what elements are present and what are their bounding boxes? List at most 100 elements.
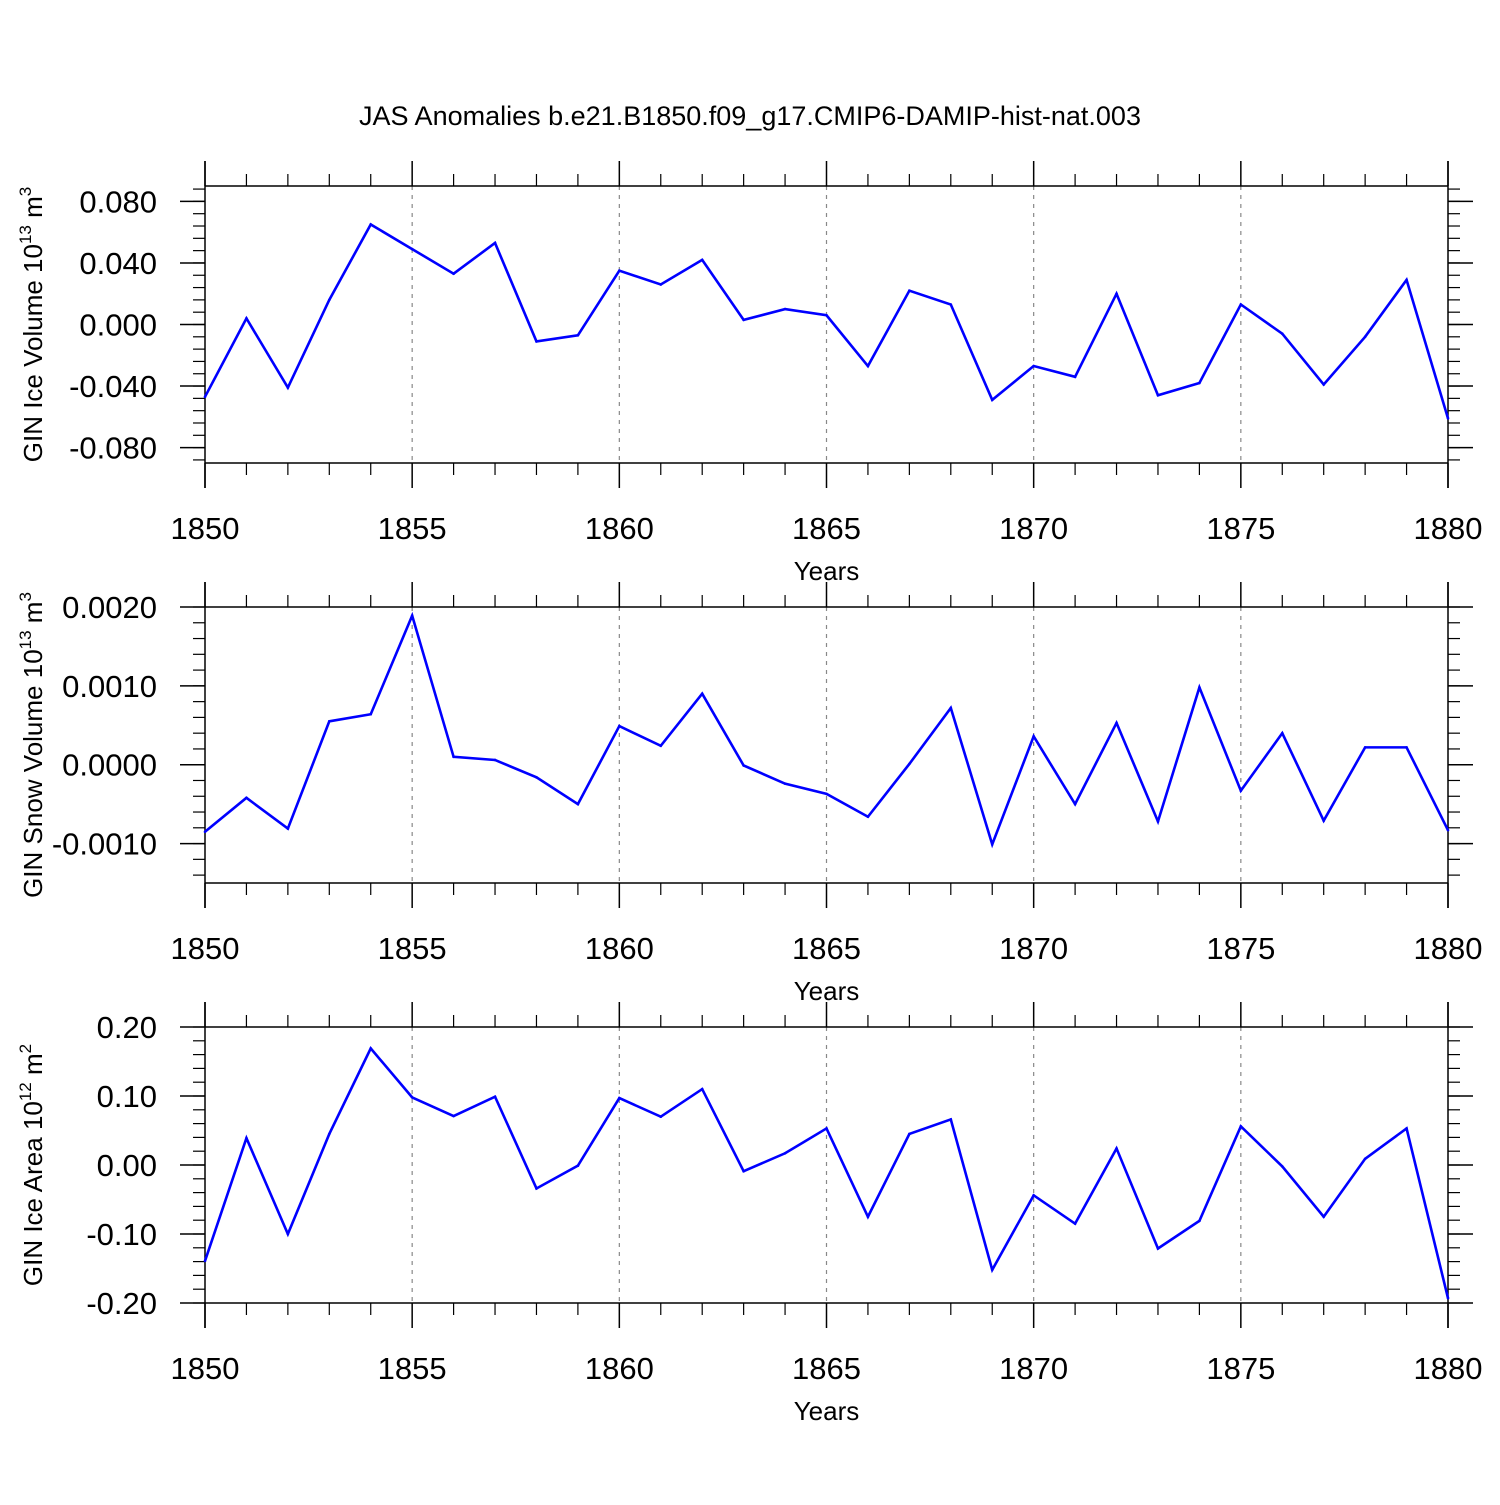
- data-point: [908, 762, 911, 766]
- data-point: [742, 318, 745, 322]
- y-axis-title-unit-exponent: 3: [16, 592, 35, 601]
- data-point: [659, 1115, 663, 1118]
- data-point: [1156, 393, 1160, 397]
- data-point: [618, 1096, 621, 1100]
- data-point: [1198, 686, 1201, 689]
- y-tick-label: 0.000: [79, 308, 157, 343]
- data-point: [1073, 802, 1077, 806]
- data-point: [1032, 364, 1035, 368]
- x-tick-label: 1875: [1206, 931, 1275, 966]
- data-point: [1198, 381, 1201, 385]
- y-tick-label: 0.00: [97, 1148, 157, 1183]
- data-point: [1156, 1247, 1160, 1250]
- data-point: [203, 1259, 207, 1263]
- data-point: [535, 776, 538, 779]
- y-axis-title-unit-exponent: 3: [16, 187, 35, 196]
- data-point: [1156, 820, 1160, 823]
- data-point: [825, 1127, 828, 1130]
- data-point: [1073, 1222, 1077, 1225]
- x-tick-label: 1880: [1414, 1351, 1483, 1386]
- y-tick-label: -0.20: [86, 1286, 157, 1321]
- y-axis-title-text: GIN Ice Area 10: [18, 1101, 48, 1286]
- y-tick-label: -0.0010: [52, 827, 157, 862]
- data-point: [949, 1118, 953, 1121]
- x-tick-label: 1850: [171, 1351, 240, 1386]
- data-point: [825, 313, 828, 317]
- data-point: [1073, 375, 1077, 379]
- y-axis-title-unit-exponent: 2: [16, 1044, 35, 1053]
- data-point: [452, 1114, 455, 1118]
- x-tick-label: 1875: [1206, 511, 1275, 546]
- data-point: [452, 272, 455, 276]
- data-point: [659, 744, 663, 748]
- y-tick-label: 0.20: [97, 1010, 157, 1045]
- data-point: [452, 755, 455, 759]
- data-point: [535, 1187, 538, 1190]
- data-point: [1280, 332, 1284, 336]
- figure-title: JAS Anomalies b.e21.B1850.f09_g17.CMIP6-…: [359, 101, 1141, 131]
- x-tick-label: 1865: [792, 931, 861, 966]
- data-point: [1115, 292, 1118, 296]
- data-point: [576, 802, 580, 806]
- panel-2: 1850 1855 1860 1865 1870 1875 1880 -0.0010 0.000…: [16, 582, 1482, 1006]
- data-point: [1446, 828, 1450, 832]
- data-point: [410, 247, 414, 251]
- x-tick-label: 1855: [378, 1351, 447, 1386]
- data-point: [990, 1268, 994, 1272]
- x-tick-label: 1860: [585, 1351, 654, 1386]
- data-point: [493, 758, 497, 762]
- y-axis-title-exponent: 13: [16, 225, 35, 244]
- data-point: [535, 340, 538, 343]
- data-point: [990, 398, 994, 402]
- data-point: [825, 792, 828, 796]
- data-point: [866, 364, 870, 368]
- data-point: [742, 764, 745, 767]
- panel-3: 1850 1855 1860 1865 1870 1875 1880 -0.20 -0.10 0.…: [16, 1002, 1482, 1426]
- y-axis-title-exponent: 12: [16, 1082, 35, 1101]
- data-point: [908, 1132, 911, 1136]
- data-point: [866, 815, 870, 819]
- data-point: [1239, 789, 1243, 793]
- data-point: [576, 333, 580, 337]
- data-point: [1198, 1219, 1201, 1223]
- data-point: [369, 223, 373, 226]
- series-line: [204, 611, 1450, 849]
- data-point: [1115, 721, 1118, 725]
- y-tick-label: 0.080: [79, 184, 157, 219]
- data-point: [1322, 1215, 1325, 1219]
- data-point: [1446, 417, 1450, 420]
- data-point: [618, 269, 621, 272]
- data-point: [286, 386, 290, 389]
- data-point: [1363, 746, 1367, 749]
- x-tick-label: 1880: [1414, 511, 1483, 546]
- data-point: [1280, 1165, 1284, 1168]
- y-tick-label: 0.10: [97, 1079, 157, 1114]
- y-tick-label: 0.040: [79, 246, 157, 281]
- y-axis-title-exponent: 13: [16, 630, 35, 649]
- y-axis-title: GIN Ice Volume 1013 m3: [16, 187, 48, 463]
- y-axis-title: GIN Snow Volume 1013 m3: [16, 592, 48, 898]
- data-point: [245, 1136, 248, 1140]
- y-tick-label: -0.10: [86, 1217, 157, 1252]
- y-tick-label: -0.040: [69, 369, 157, 404]
- data-point: [1239, 1125, 1243, 1128]
- data-point: [369, 1047, 373, 1050]
- data-point: [783, 782, 787, 785]
- data-point: [618, 724, 621, 728]
- data-point: [908, 289, 911, 292]
- x-tick-label: 1860: [585, 931, 654, 966]
- data-point: [286, 827, 290, 830]
- data-point: [410, 1096, 414, 1099]
- x-tick-label: 1870: [999, 931, 1068, 966]
- data-point: [990, 843, 994, 846]
- y-tick-label: -0.080: [69, 431, 157, 466]
- x-tick-label: 1875: [1206, 1351, 1275, 1386]
- x-tick-label: 1870: [999, 511, 1068, 546]
- data-point: [328, 1132, 331, 1136]
- y-tick-label: 0.0000: [62, 748, 157, 783]
- data-point: [1363, 335, 1367, 339]
- data-point: [493, 1095, 497, 1098]
- x-tick-label: 1850: [171, 931, 240, 966]
